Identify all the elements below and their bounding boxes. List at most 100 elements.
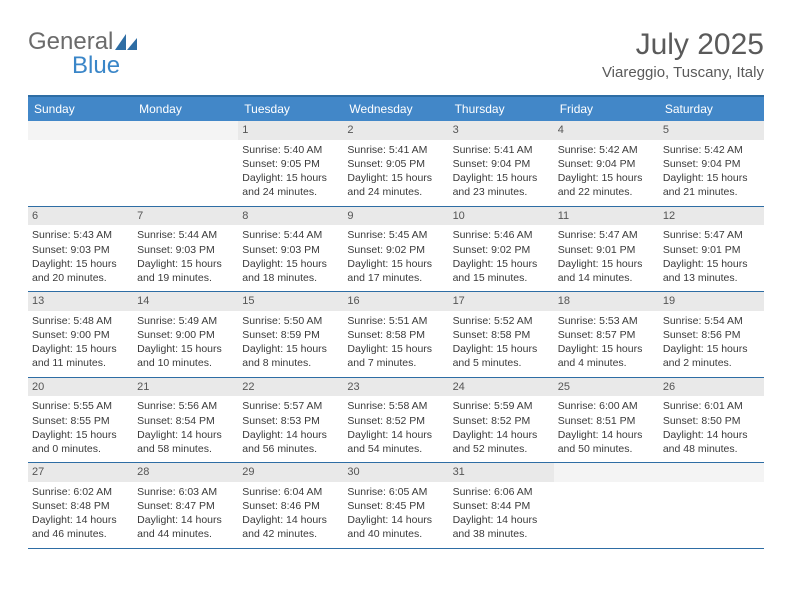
day-header: Sunday: [28, 97, 133, 121]
sunrise-line: Sunrise: 6:06 AM: [453, 485, 550, 499]
daylight-line: Daylight: 15 hours and 13 minutes.: [663, 257, 760, 285]
day-number: 31: [449, 463, 554, 482]
calendar-cell: 19Sunrise: 5:54 AMSunset: 8:56 PMDayligh…: [659, 292, 764, 377]
day-header: Friday: [554, 97, 659, 121]
daylight-line: Daylight: 15 hours and 7 minutes.: [347, 342, 444, 370]
title-block: July 2025 Viareggio, Tuscany, Italy: [602, 28, 764, 81]
calendar-cell: 4 Sunrise: 5:42 AMSunset: 9:04 PMDaylight…: [554, 121, 659, 206]
sunrise-line: Sunrise: 5:46 AM: [453, 228, 550, 242]
calendar-cell: 2Sunrise: 5:41 AMSunset: 9:05 PMDaylight…: [343, 121, 448, 206]
day-number: 29: [238, 463, 343, 482]
sunset-line: Sunset: 9:04 PM: [558, 157, 655, 171]
daylight-line: Daylight: 14 hours and 56 minutes.: [242, 428, 339, 456]
daylight-line: Daylight: 14 hours and 52 minutes.: [453, 428, 550, 456]
sunset-line: Sunset: 9:00 PM: [32, 328, 129, 342]
calendar-cell: 12Sunrise: 5:47 AMSunset: 9:01 PMDayligh…: [659, 207, 764, 292]
sunrise-line: Sunrise: 6:04 AM: [242, 485, 339, 499]
header: General Blue July 2025 Viareggio, Tuscan…: [28, 28, 764, 81]
day-number: 6: [28, 207, 133, 226]
calendar-cell: 17Sunrise: 5:52 AMSunset: 8:58 PMDayligh…: [449, 292, 554, 377]
day-number: 3: [449, 121, 554, 140]
calendar-cell: 15Sunrise: 5:50 AMSunset: 8:59 PMDayligh…: [238, 292, 343, 377]
sunset-line: Sunset: 9:01 PM: [558, 243, 655, 257]
calendar-cell: 29Sunrise: 6:04 AMSunset: 8:46 PMDayligh…: [238, 463, 343, 548]
day-number: 16: [343, 292, 448, 311]
calendar-cell: 28 Sunrise: 6:03 AMSunset: 8:47 PMDayligh…: [133, 463, 238, 548]
sunset-line: Sunset: 8:47 PM: [137, 499, 234, 513]
calendar-cell-empty: .: [659, 463, 764, 548]
day-number: 21: [133, 378, 238, 397]
sunset-line: Sunset: 8:58 PM: [347, 328, 444, 342]
sunset-line: Sunset: 9:03 PM: [137, 243, 234, 257]
daylight-line: Daylight: 15 hours and 18 minutes.: [242, 257, 339, 285]
calendar-cell: 22Sunrise: 5:57 AMSunset: 8:53 PMDayligh…: [238, 378, 343, 463]
sunset-line: Sunset: 9:02 PM: [347, 243, 444, 257]
sunrise-line: Sunrise: 5:44 AM: [137, 228, 234, 242]
week-row: ..1Sunrise: 5:40 AMSunset: 9:05 PMDaylig…: [28, 121, 764, 207]
day-number: 1: [238, 121, 343, 140]
day-number: 4: [554, 121, 659, 140]
sunset-line: Sunset: 9:03 PM: [242, 243, 339, 257]
sunrise-line: Sunrise: 6:03 AM: [137, 485, 234, 499]
sunset-line: Sunset: 8:46 PM: [242, 499, 339, 513]
calendar-cell: 27Sunrise: 6:02 AMSunset: 8:48 PMDayligh…: [28, 463, 133, 548]
logo-text-part2: Blue: [72, 52, 120, 80]
sunrise-line: Sunrise: 5:41 AM: [453, 143, 550, 157]
week-row: 6Sunrise: 5:43 AMSunset: 9:03 PMDaylight…: [28, 207, 764, 293]
day-number: .: [28, 121, 133, 140]
sunrise-line: Sunrise: 5:42 AM: [558, 143, 655, 157]
sunrise-line: Sunrise: 5:40 AM: [242, 143, 339, 157]
day-number: 11: [554, 207, 659, 226]
sunset-line: Sunset: 9:05 PM: [242, 157, 339, 171]
day-number: 28: [133, 463, 238, 482]
day-number: .: [133, 121, 238, 140]
daylight-line: Daylight: 14 hours and 40 minutes.: [347, 513, 444, 541]
week-row: 27Sunrise: 6:02 AMSunset: 8:48 PMDayligh…: [28, 463, 764, 549]
calendar-cell: 14Sunrise: 5:49 AMSunset: 9:00 PMDayligh…: [133, 292, 238, 377]
day-number: 12: [659, 207, 764, 226]
sunset-line: Sunset: 8:52 PM: [453, 414, 550, 428]
sunrise-line: Sunrise: 5:43 AM: [32, 228, 129, 242]
daylight-line: Daylight: 15 hours and 11 minutes.: [32, 342, 129, 370]
calendar-cell: 23Sunrise: 5:58 AMSunset: 8:52 PMDayligh…: [343, 378, 448, 463]
daylight-line: Daylight: 15 hours and 4 minutes.: [558, 342, 655, 370]
day-number: 23: [343, 378, 448, 397]
calendar-cell: 24Sunrise: 5:59 AMSunset: 8:52 PMDayligh…: [449, 378, 554, 463]
sunset-line: Sunset: 8:53 PM: [242, 414, 339, 428]
sunrise-line: Sunrise: 5:52 AM: [453, 314, 550, 328]
day-number: 10: [449, 207, 554, 226]
daylight-line: Daylight: 14 hours and 58 minutes.: [137, 428, 234, 456]
calendar-cell: 1 Sunrise: 5:40 AMSunset: 9:05 PMDaylight…: [238, 121, 343, 206]
sunset-line: Sunset: 8:51 PM: [558, 414, 655, 428]
calendar-cell-empty: .: [28, 121, 133, 206]
sunrise-line: Sunrise: 5:47 AM: [558, 228, 655, 242]
daylight-line: Daylight: 15 hours and 15 minutes.: [453, 257, 550, 285]
calendar-cell: 9Sunrise: 5:45 AMSunset: 9:02 PMDaylight…: [343, 207, 448, 292]
day-number: 2: [343, 121, 448, 140]
calendar-cell: 11Sunrise: 5:47 AMSunset: 9:01 PMDayligh…: [554, 207, 659, 292]
day-header: Wednesday: [343, 97, 448, 121]
daylight-line: Daylight: 14 hours and 46 minutes.: [32, 513, 129, 541]
calendar-cell: 10Sunrise: 5:46 AMSunset: 9:02 PMDayligh…: [449, 207, 554, 292]
calendar-cell: 3Sunrise: 5:41 AMSunset: 9:04 PMDaylight…: [449, 121, 554, 206]
daylight-line: Daylight: 15 hours and 24 minutes.: [242, 171, 339, 199]
day-number: .: [554, 463, 659, 482]
day-number: 22: [238, 378, 343, 397]
sunset-line: Sunset: 8:52 PM: [347, 414, 444, 428]
calendar-cell: 25Sunrise: 6:00 AMSunset: 8:51 PMDayligh…: [554, 378, 659, 463]
day-number: 24: [449, 378, 554, 397]
day-number: 7: [133, 207, 238, 226]
day-number: 19: [659, 292, 764, 311]
daylight-line: Daylight: 15 hours and 2 minutes.: [663, 342, 760, 370]
sunrise-line: Sunrise: 5:44 AM: [242, 228, 339, 242]
day-number: 17: [449, 292, 554, 311]
sunrise-line: Sunrise: 5:47 AM: [663, 228, 760, 242]
sunrise-line: Sunrise: 5:41 AM: [347, 143, 444, 157]
calendar-cell-empty: .: [554, 463, 659, 548]
daylight-line: Daylight: 14 hours and 44 minutes.: [137, 513, 234, 541]
daylight-line: Daylight: 15 hours and 22 minutes.: [558, 171, 655, 199]
sunrise-line: Sunrise: 5:45 AM: [347, 228, 444, 242]
day-number: 18: [554, 292, 659, 311]
day-header-row: SundayMondayTuesdayWednesdayThursdayFrid…: [28, 97, 764, 121]
calendar-cell: 6Sunrise: 5:43 AMSunset: 9:03 PMDaylight…: [28, 207, 133, 292]
